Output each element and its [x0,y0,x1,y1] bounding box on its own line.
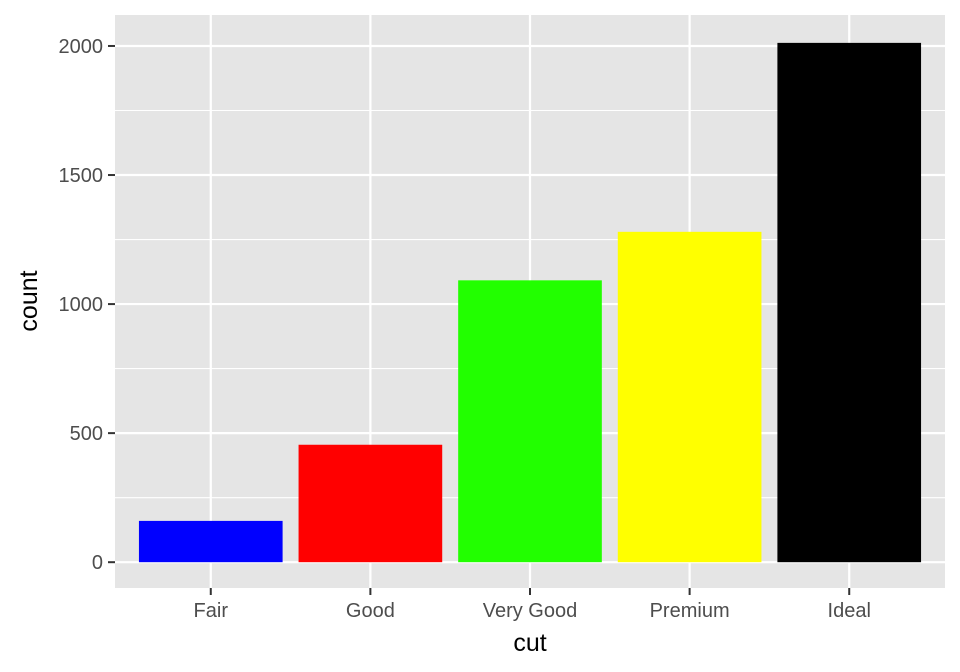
y-axis-title: count [15,270,43,331]
bar-premium [617,231,762,563]
x-tick-label: Very Good [483,600,578,622]
y-axis: 0 500 1000 1500 2000 [59,36,115,574]
bar-ideal [777,42,922,563]
bars [138,42,922,563]
bar-very-good [458,280,602,563]
y-tick-label: 2000 [59,36,104,58]
y-tick-label: 500 [70,423,103,445]
y-tick-label: 1500 [59,165,104,187]
y-tick-label: 1000 [59,294,104,316]
x-tick-label: Fair [194,600,229,622]
bar-good [298,444,443,563]
x-tick-label: Good [346,600,395,622]
bar-fair [138,520,283,563]
x-axis-title: cut [513,629,546,657]
x-axis: Fair Good Very Good Premium Ideal [194,588,871,622]
x-tick-label: Ideal [828,600,871,622]
x-tick-label: Premium [650,600,730,622]
y-tick-label: 0 [92,552,103,574]
